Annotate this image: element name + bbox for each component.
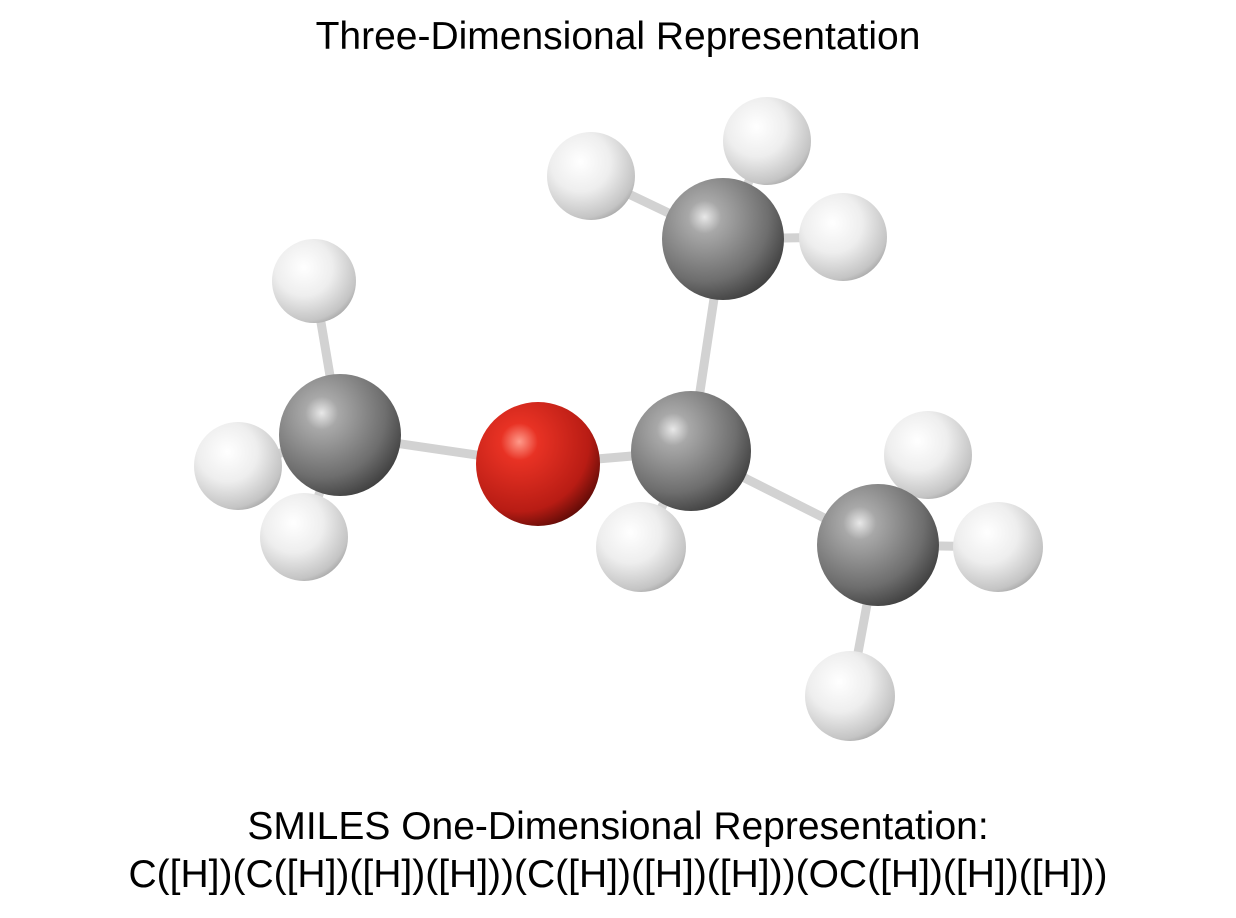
- atom-h-right-top: [884, 411, 972, 499]
- smiles-string: C([H])(C([H])([H])([H]))(C([H])([H])([H]…: [128, 853, 1108, 896]
- molecule-svg: [194, 97, 1043, 741]
- page-title: Three-Dimensional Representation: [315, 15, 921, 58]
- atom-h-top-right: [799, 193, 887, 281]
- atom-h-top-left: [547, 132, 635, 220]
- atoms: [194, 97, 1043, 741]
- atom-h-methoxy-bottom: [260, 493, 348, 581]
- atom-h-right-bottom: [805, 651, 895, 741]
- smiles-label: SMILES One-Dimensional Representation:: [247, 805, 989, 848]
- atom-h-top-back: [723, 97, 811, 185]
- atom-h-methoxy-left: [194, 422, 282, 510]
- atom-h-central: [596, 502, 686, 592]
- atom-h-right-right: [953, 502, 1043, 592]
- atom-h-methoxy-top: [272, 239, 356, 323]
- molecule-3d-view: [0, 70, 1236, 790]
- atom-c-central: [631, 391, 751, 511]
- atom-o-ether: [476, 402, 600, 526]
- atom-c-methyl-top: [662, 178, 784, 300]
- atom-c-methyl-right: [817, 484, 939, 606]
- atom-c-methoxy: [279, 374, 401, 496]
